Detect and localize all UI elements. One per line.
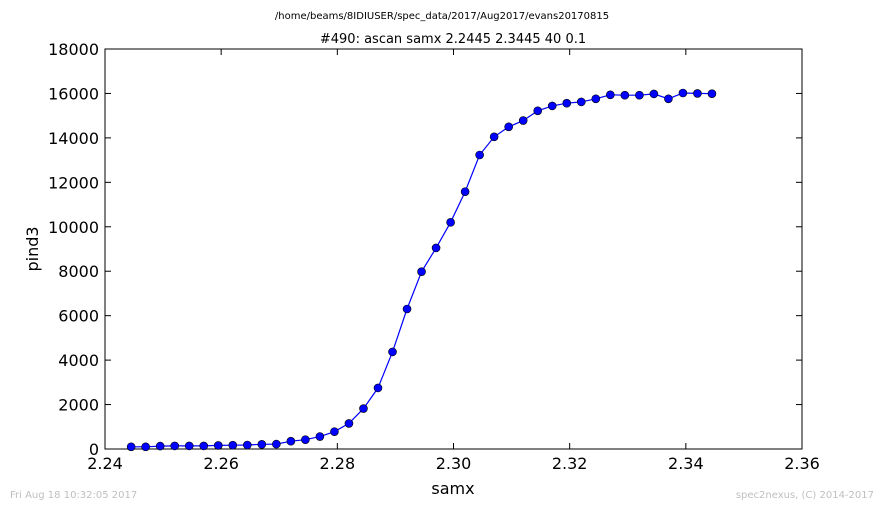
data-point (562, 98, 572, 108)
data-point (518, 116, 528, 125)
data-point (431, 243, 441, 253)
footer-timestamp: Fri Aug 18 10:32:05 2017 (10, 490, 138, 501)
x-axis: 2.24 2.26 2.28 2.30 2.32 2.34 2.36 (87, 49, 820, 473)
data-point (635, 90, 644, 100)
data-point (460, 187, 470, 196)
data-point (707, 89, 717, 98)
data-point (402, 304, 412, 314)
data-point (286, 436, 296, 446)
data-point (504, 122, 513, 132)
data-point (606, 90, 615, 100)
y-tick-label: 2000 (58, 396, 99, 415)
data-point (126, 442, 136, 452)
data-point (533, 106, 543, 116)
data-point (228, 440, 238, 450)
y-tick-label: 12000 (48, 173, 99, 192)
data-point (141, 442, 150, 452)
data-point (257, 440, 267, 449)
y-tick-label: 14000 (48, 129, 99, 148)
x-tick-label: 2.26 (203, 454, 239, 473)
y-axis-label: pind3 (23, 226, 42, 271)
plot-area (104, 48, 803, 450)
y-tick-label: 16000 (48, 84, 99, 103)
x-tick-label: 2.24 (87, 454, 123, 473)
data-point (388, 347, 397, 357)
data-point (649, 89, 659, 99)
data-point (417, 267, 426, 276)
data-point (620, 90, 630, 100)
data-point (272, 439, 281, 449)
x-tick-label: 2.30 (436, 454, 472, 473)
data-point (344, 419, 354, 428)
data-point (591, 94, 601, 104)
y-tick-label: 0 (89, 440, 99, 459)
data-point (576, 97, 586, 107)
data-point (155, 441, 165, 451)
data-point (199, 441, 209, 451)
data-point (330, 427, 339, 436)
x-tick-label: 2.28 (320, 454, 356, 473)
data-point (446, 218, 455, 227)
y-tick-label: 10000 (48, 218, 99, 237)
x-axis-label: samx (431, 479, 474, 498)
x-tick-label: 2.34 (668, 454, 704, 473)
y-tick-label: 4000 (58, 351, 99, 370)
data-point (475, 150, 484, 160)
chart-title: #490: ascan samx 2.2445 2.3445 40 0.1 (320, 32, 586, 47)
data-point (373, 383, 383, 393)
series-markers (126, 88, 717, 452)
footer-credit: spec2nexus, (C) 2014-2017 (735, 490, 874, 501)
data-point (243, 440, 252, 450)
data-point (678, 88, 688, 98)
y-tick-label: 18000 (48, 40, 99, 59)
chart-suptitle: /home/beams/8IDIUSER/spec_data/2017/Aug2… (275, 11, 609, 22)
y-tick-label: 8000 (58, 262, 99, 281)
data-point (301, 435, 310, 444)
x-tick-label: 2.32 (552, 454, 588, 473)
data-point (547, 101, 557, 111)
data-point (170, 441, 179, 451)
data-point (213, 441, 223, 450)
data-point (315, 432, 325, 441)
data-point (664, 94, 673, 104)
data-point (184, 441, 194, 451)
y-tick-label: 6000 (58, 307, 99, 326)
data-point (693, 89, 702, 98)
data-point (489, 132, 499, 142)
y-axis: 0 2000 4000 6000 8000 10000 12000 14000 16000 180… (48, 40, 802, 459)
data-point (359, 404, 368, 413)
x-tick-label: 2.36 (784, 454, 820, 473)
